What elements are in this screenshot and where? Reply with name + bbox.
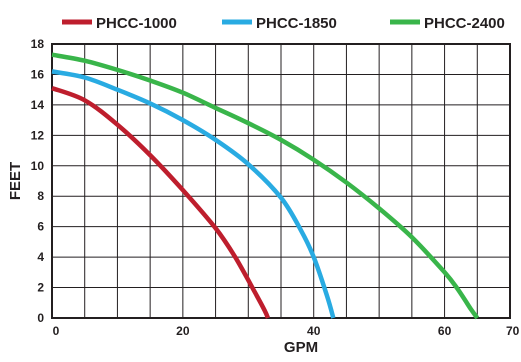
y-tick-label: 18 bbox=[31, 37, 45, 51]
y-tick-label: 6 bbox=[37, 220, 44, 234]
y-tick-label: 2 bbox=[37, 281, 44, 295]
y-axis-title: FEET bbox=[7, 162, 24, 200]
grid bbox=[52, 44, 510, 318]
legend: PHCC-1000 PHCC-1850 PHCC-2400 bbox=[62, 15, 505, 32]
y-tick-label: 14 bbox=[31, 98, 45, 112]
x-tick-label: 60 bbox=[438, 324, 452, 338]
series-line-phcc-2400 bbox=[51, 52, 480, 320]
series-line-phcc-1000 bbox=[51, 85, 271, 319]
y-tick-label: 12 bbox=[31, 128, 45, 142]
y-tick-label: 16 bbox=[31, 67, 45, 81]
y-tick-label: 10 bbox=[31, 159, 45, 173]
x-tick-label: 20 bbox=[176, 324, 190, 338]
x-axis-ticks: 0 20 40 60 70 bbox=[53, 324, 520, 338]
series-lines bbox=[51, 52, 480, 320]
y-axis-ticks: 0 2 4 6 8 10 12 14 16 18 bbox=[31, 37, 45, 325]
x-tick-label: 70 bbox=[506, 324, 520, 338]
y-tick-label: 8 bbox=[37, 189, 44, 203]
legend-label: PHCC-2400 bbox=[424, 15, 505, 32]
x-tick-label: 40 bbox=[307, 324, 321, 338]
x-axis-title: GPM bbox=[284, 339, 318, 356]
series-line-phcc-1850 bbox=[51, 69, 336, 319]
x-tick-label: 0 bbox=[53, 324, 60, 338]
legend-label: PHCC-1000 bbox=[96, 15, 177, 32]
y-tick-label: 4 bbox=[37, 250, 44, 264]
legend-label: PHCC-1850 bbox=[256, 15, 337, 32]
y-tick-label: 0 bbox=[37, 311, 44, 325]
plot-border bbox=[51, 43, 511, 319]
